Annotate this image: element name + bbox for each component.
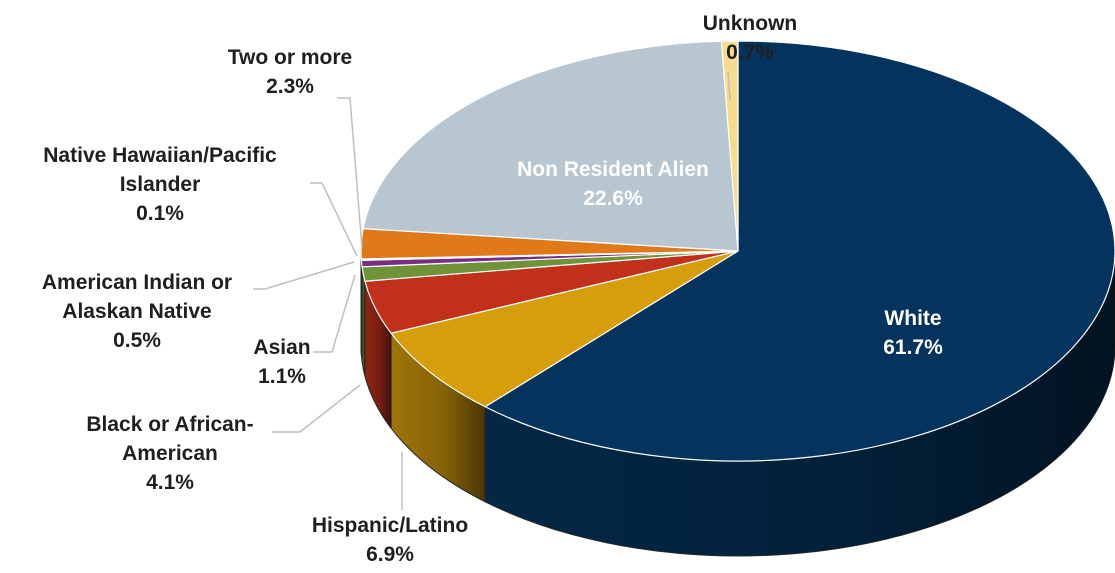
leader-line: [337, 97, 363, 249]
slice-label-black-african-american: Black or African-American 4.1%: [50, 410, 290, 497]
slice-label-value: 0.1%: [136, 202, 184, 225]
slice-label-value: 22.6%: [583, 187, 643, 210]
slice-label-native-hawaiian-pacific-islander: Native Hawaiian/Pacific Islander 0.1%: [10, 141, 310, 228]
leader-line: [272, 384, 361, 433]
pie-top-faces: [360, 40, 1115, 462]
pie-slice-white: [484, 40, 1115, 462]
leader-line: [313, 274, 356, 353]
slice-label-white: White 61.7%: [818, 304, 1008, 362]
slice-label-value: 0.7%: [726, 41, 774, 64]
slice-label-name: White: [884, 307, 942, 330]
slice-label-name: Hispanic/Latino: [311, 514, 469, 537]
slice-label-non-resident-alien: Non Resident Alien 22.6%: [488, 155, 738, 213]
slice-label-value: 1.1%: [258, 365, 306, 388]
pie-slice-non-resident-alien: [362, 40, 739, 252]
slice-label-value: 6.9%: [366, 543, 414, 566]
slice-label-unknown: Unknown 0.7%: [685, 9, 815, 67]
pie-side-shade-white: [485, 251, 1115, 556]
slice-label-name: Unknown: [702, 12, 798, 35]
leader-lines: [253, 71, 731, 510]
slice-label-name: American Indian or Alaskan Native: [41, 271, 233, 323]
leader-line: [253, 261, 355, 290]
slice-label-name: Two or more: [227, 46, 353, 69]
slice-label-asian: Asian 1.1%: [227, 333, 337, 391]
slice-label-value: 2.3%: [266, 75, 314, 98]
pie-side-walls: [360, 250, 1115, 557]
slice-label-value: 61.7%: [883, 336, 943, 359]
pie-slice-hispanic-latino: [390, 250, 739, 408]
leader-line: [727, 71, 731, 101]
slice-label-name: Black or African-American: [86, 413, 254, 465]
leader-line: [310, 182, 358, 257]
slice-label-value: 4.1%: [146, 471, 194, 494]
slice-label-american-indian-alaskan-native: American Indian or Alaskan Native 0.5%: [12, 268, 262, 355]
pie-side-shade-black-or-african-american: [364, 281, 392, 429]
pie-side-shade-asian: [362, 266, 365, 377]
slice-label-value: 0.5%: [113, 329, 161, 352]
pie-slice-unknown: [720, 40, 739, 252]
slice-label-two-or-more: Two or more 2.3%: [210, 43, 370, 101]
slice-label-name: Asian: [253, 336, 311, 359]
slice-label-name: Non Resident Alien: [517, 158, 709, 181]
pie-side-shade-hispanic-latino: [391, 333, 486, 502]
slice-label-hispanic-latino: Hispanic/Latino 6.9%: [270, 511, 510, 569]
slice-label-name: Native Hawaiian/Pacific Islander: [43, 144, 277, 196]
